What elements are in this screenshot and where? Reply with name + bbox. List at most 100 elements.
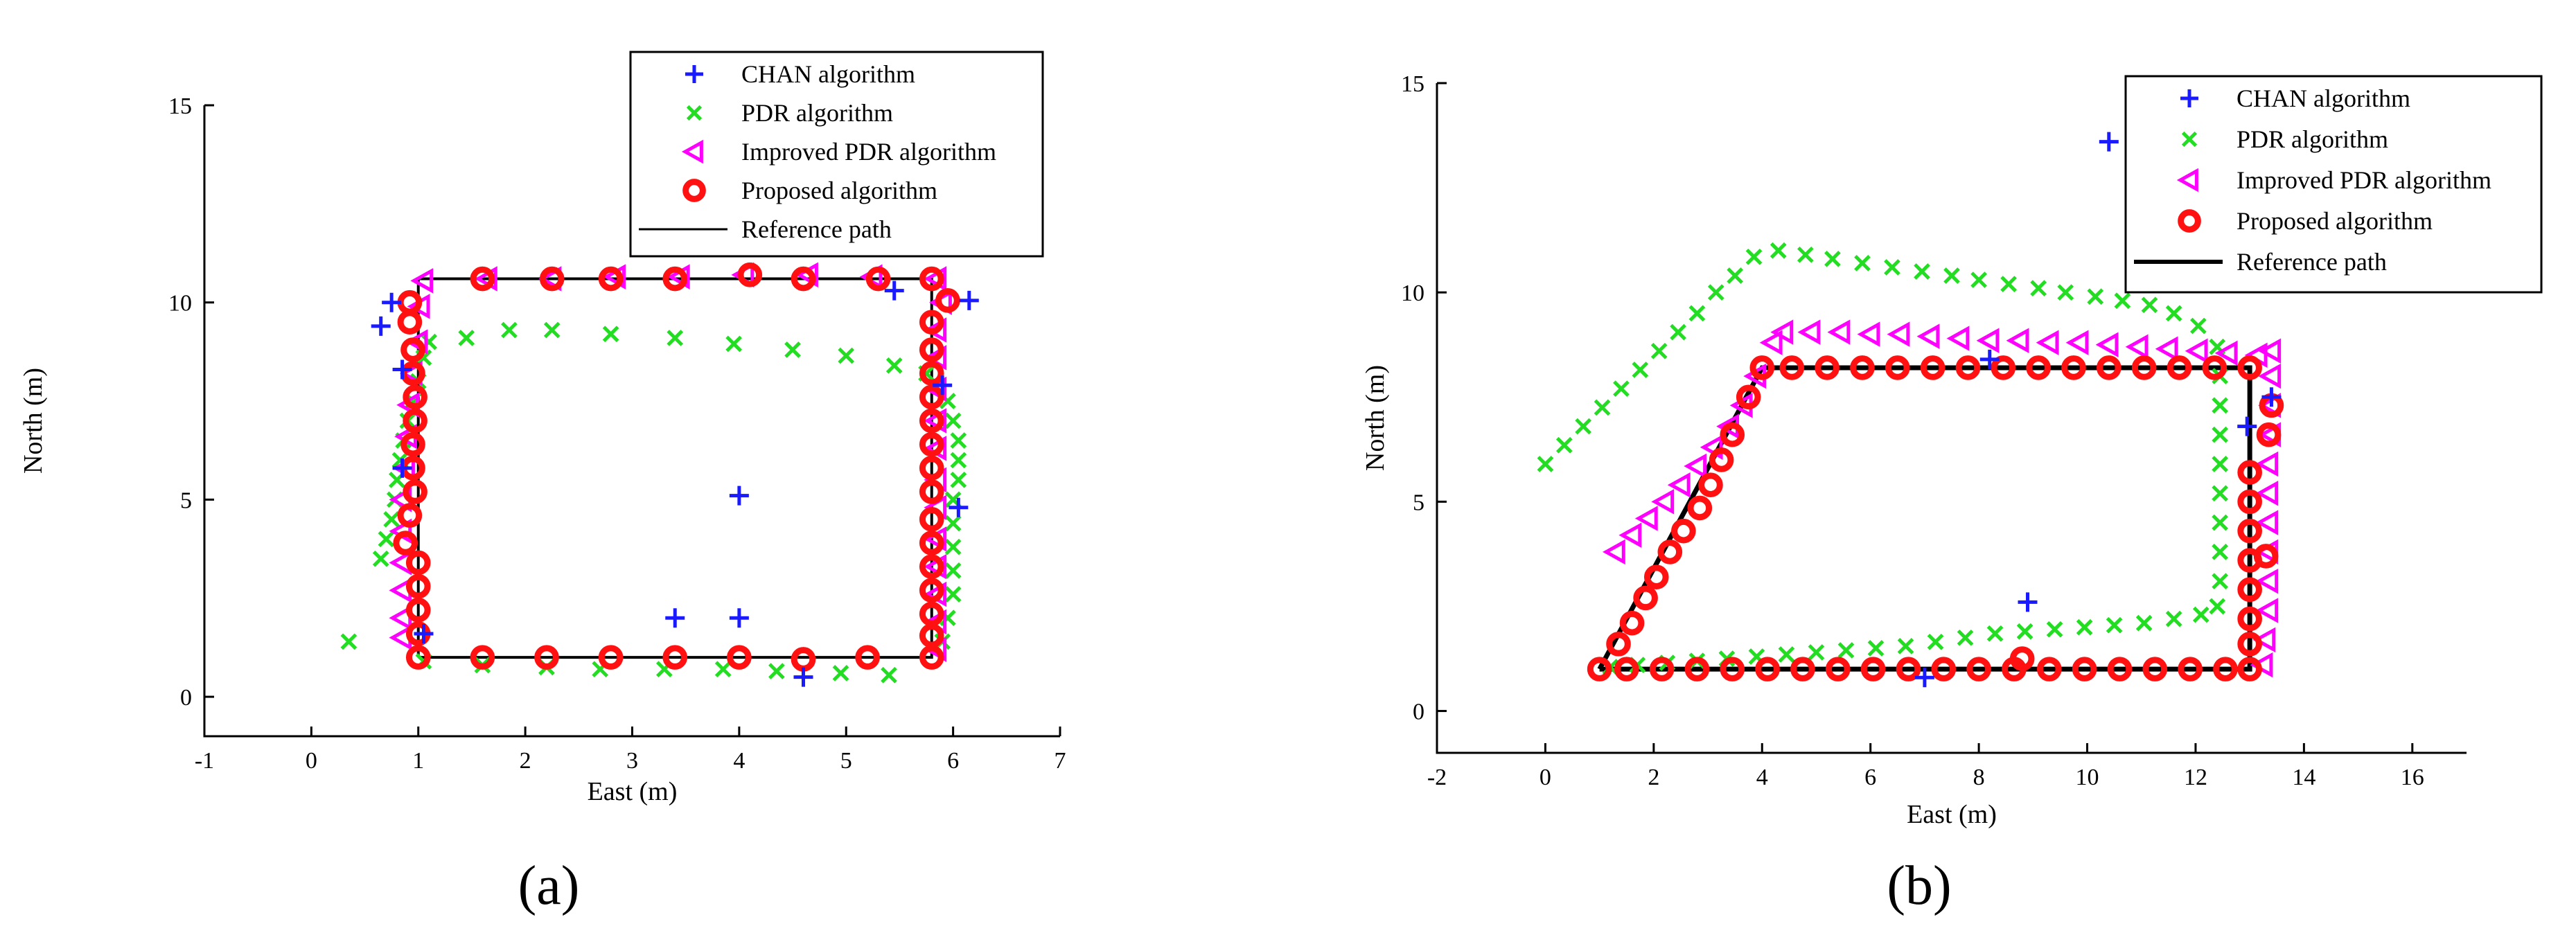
x-point-b [1986, 625, 2004, 642]
circle-point-b [2237, 355, 2262, 380]
x-axis-label-a: East (m) [588, 777, 678, 806]
x-point-b [1854, 255, 1871, 271]
triangle-left-point-b [2065, 330, 2089, 355]
circle-point-b [1587, 657, 1612, 682]
x-point-a [784, 341, 801, 358]
x-point-b [2165, 610, 2182, 627]
plus-point-b [2018, 592, 2038, 612]
circle-point-b [2237, 657, 2262, 682]
triangle-left-point-b [2185, 338, 2208, 364]
x-point-b [1613, 380, 1630, 398]
circle-point-b [2061, 355, 2086, 380]
triangle-left-point-b [1827, 319, 1851, 345]
circle-point-a [919, 645, 944, 670]
circle-point-a [598, 645, 624, 670]
x-point-a [602, 326, 619, 343]
circle-point-b [1633, 585, 1658, 611]
triangle-left-point-b [2214, 340, 2238, 366]
circle-point-b [1749, 355, 1775, 380]
plus-point-b [2261, 387, 2282, 407]
x-point-b [2212, 426, 2228, 443]
circle-point-a [865, 266, 891, 292]
x-point-b [2212, 397, 2228, 414]
circle-point-b [2167, 355, 2192, 380]
circle-point-b [1619, 610, 1645, 636]
x-point-b [2135, 614, 2153, 632]
panel-label-a: (a) [518, 855, 580, 916]
x-axis-label-b: East (m) [1907, 800, 1997, 829]
legend-label-a: Proposed algorithm [741, 177, 937, 204]
circle-point-b [2237, 577, 2262, 603]
x-point-b [2141, 296, 2158, 314]
x-point-b [1727, 267, 1744, 284]
circle-point-a [935, 288, 960, 313]
x-tick-label-b: 12 [2184, 765, 2207, 790]
plus-point-a [392, 458, 412, 478]
plus-point-a [729, 608, 749, 628]
x-point-b [1837, 642, 1855, 659]
x-point-b [1575, 418, 1592, 435]
circle-point-b [2237, 518, 2262, 544]
circle-point-b [2237, 606, 2262, 632]
circle-point-b [1931, 657, 1957, 682]
legend-label-a: Reference path [741, 215, 892, 243]
circle-point-a [919, 384, 944, 410]
plus-point-a [884, 280, 904, 301]
x-point-b [2016, 623, 2034, 640]
x-point-a [944, 538, 962, 555]
x-tick-label-b: -2 [1427, 765, 1447, 790]
triangle-left-point-b [2036, 330, 2059, 355]
circle-point-b [1720, 657, 1745, 682]
circle-point-b [2026, 355, 2051, 380]
circle-point-a [919, 623, 944, 648]
circle-point-a [919, 479, 944, 504]
circle-point-b [2009, 646, 2035, 671]
x-point-b [1670, 323, 1686, 341]
x-tick-label-a: 3 [626, 748, 638, 774]
y-tick-label-b: 5 [1413, 490, 1424, 515]
panel-label-b: (b) [1887, 855, 1951, 916]
triangle-left-point-b [1667, 472, 1691, 498]
x-tick-label-a: 4 [733, 748, 745, 774]
x-point-b [1778, 646, 1795, 663]
plus-point-a [665, 608, 685, 628]
circle-point-b [1920, 355, 1946, 380]
circle-point-b [1885, 355, 1910, 380]
x-point-b [2212, 544, 2228, 560]
x-point-b [2106, 616, 2123, 634]
circle-point-b [2131, 355, 2157, 380]
circle-point-b [1779, 355, 1805, 380]
legend-label-b: CHAN algorithm [2237, 84, 2410, 112]
circle-point-b [1955, 355, 1981, 380]
circle-point-a [919, 266, 944, 292]
circle-point-b [1896, 657, 1921, 682]
legend-marker-a [681, 139, 703, 164]
x-tick-label-a: 0 [306, 748, 317, 774]
x-point-b [1745, 248, 1763, 265]
circle-point-b [1825, 657, 1851, 682]
circle-point-a [919, 337, 944, 362]
x-tick-label-a: 7 [1055, 748, 1066, 774]
plus-point-b [1979, 349, 2000, 369]
circle-point-b [1698, 472, 1723, 498]
x-tick-label-a: 6 [947, 748, 959, 774]
triangle-left-point-b [1618, 522, 1642, 548]
triangle-left-point-b [2155, 336, 2178, 362]
plus-point-a [959, 290, 979, 310]
x-tick-label-b: 10 [2076, 765, 2099, 790]
circle-point-a [727, 645, 752, 670]
x-point-a [944, 515, 962, 532]
x-point-a [881, 666, 897, 684]
circle-point-a [919, 554, 944, 579]
circle-point-a [919, 531, 944, 555]
circle-point-b [2097, 355, 2121, 380]
x-point-b [2212, 514, 2228, 531]
x-point-a [885, 357, 903, 374]
triangle-left-point-b [1887, 321, 1910, 347]
x-point-b [2165, 305, 2182, 322]
circle-point-a [403, 408, 427, 434]
triangle-left-point-b [1770, 319, 1794, 345]
circle-point-b [2107, 657, 2133, 682]
y-tick-label-a: 10 [168, 291, 192, 317]
